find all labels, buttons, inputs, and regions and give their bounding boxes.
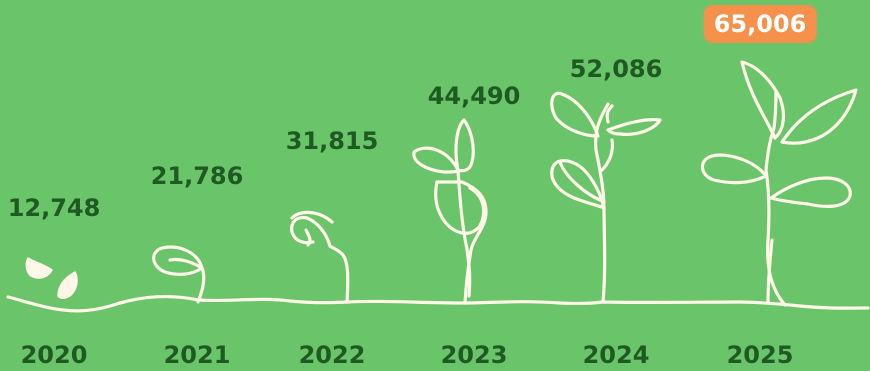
year-label-2021: 2021 — [163, 341, 231, 369]
stage-2024-plant — [550, 91, 662, 304]
value-label-2022: 31,815 — [285, 126, 379, 155]
stage-2023-plant — [412, 118, 488, 305]
value-label-2025: 65,006 — [703, 5, 817, 43]
year-label-2020: 2020 — [20, 341, 88, 369]
value-label-2024: 52,086 — [569, 55, 663, 84]
stage-2020-seeds — [25, 257, 78, 299]
year-label-2022: 2022 — [298, 341, 366, 369]
value-label-2020: 12,748 — [7, 194, 101, 222]
stage-2021-sprout — [152, 245, 206, 304]
value-label-2023: 44,490 — [427, 82, 521, 111]
year-label-2025: 2025 — [726, 341, 794, 369]
ground-line — [6, 295, 870, 313]
value-label-2021: 21,786 — [150, 162, 244, 191]
stage-2025-plant — [700, 60, 858, 307]
year-label-2024: 2024 — [582, 341, 650, 369]
stage-2022-stem — [290, 210, 350, 304]
year-label-2023: 2023 — [440, 341, 508, 369]
